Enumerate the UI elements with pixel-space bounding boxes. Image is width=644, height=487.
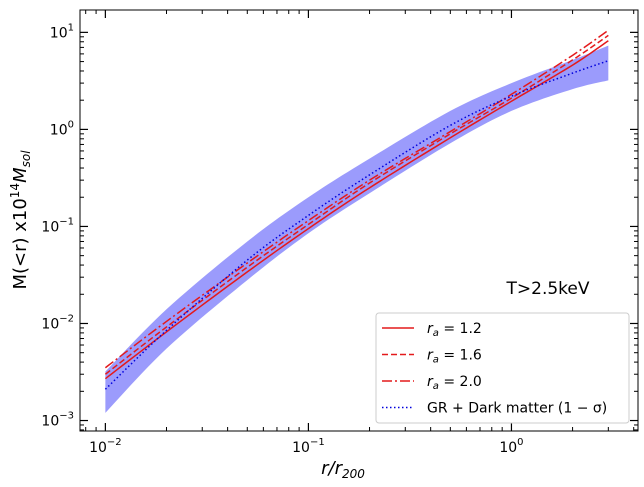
band-layer bbox=[105, 45, 609, 413]
legend-item-4: GR + Dark matter (1 − σ) bbox=[382, 401, 607, 417]
legend: ra = 1.2 ra = 1.6 ra = 2.0 GR + Dark matter… bbox=[375, 312, 630, 424]
y-tick-label: 10−3 bbox=[41, 411, 74, 430]
series-layer bbox=[104, 29, 609, 390]
y-tick-label: 10−2 bbox=[41, 313, 74, 332]
chart-annotation: T>2.5keV bbox=[506, 279, 590, 299]
band-gr-dark-matter bbox=[105, 45, 609, 413]
y-tick-label: 100 bbox=[50, 119, 74, 138]
y-tick-label: 101 bbox=[50, 22, 74, 41]
x-tick-label: 100 bbox=[499, 437, 523, 456]
legend-item-3: ra = 2.0 bbox=[382, 374, 482, 392]
series-line-4 bbox=[104, 60, 609, 390]
series-line-1 bbox=[104, 40, 609, 380]
legend-item-2: ra = 1.6 bbox=[382, 348, 482, 366]
tick-layer: 10−2 10−1 100 10−3 10−2 10−1 100 101 bbox=[41, 10, 638, 456]
legend-label: ra = 1.2 bbox=[427, 321, 482, 339]
series-line-3 bbox=[104, 29, 609, 369]
series-line-2 bbox=[104, 34, 609, 375]
x-tick-label: 10−2 bbox=[89, 437, 122, 456]
legend-label: ra = 1.6 bbox=[427, 348, 482, 366]
y-tick-label: 10−1 bbox=[41, 216, 74, 235]
x-axis-label: r/r200 bbox=[321, 458, 365, 481]
x-tick-label: 10−1 bbox=[292, 437, 325, 456]
plot-frame bbox=[79, 9, 639, 432]
y-axis-label: M(<r) x1014Msol bbox=[8, 150, 33, 290]
legend-label: ra = 2.0 bbox=[427, 374, 482, 392]
legend-item-1: ra = 1.2 bbox=[382, 321, 482, 339]
legend-box bbox=[375, 312, 630, 424]
legend-label: GR + Dark matter (1 − σ) bbox=[427, 401, 607, 417]
legend-items: ra = 1.2 ra = 1.6 ra = 2.0 GR + Dark matter… bbox=[382, 321, 607, 417]
